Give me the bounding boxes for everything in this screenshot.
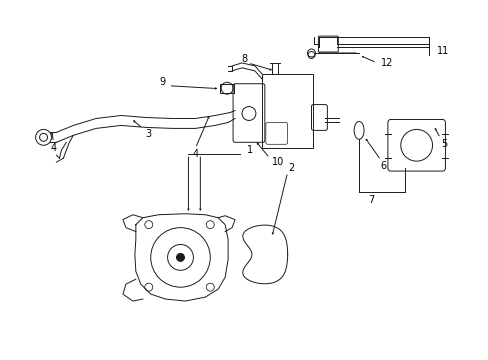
Text: 5: 5 [440,139,447,149]
Text: 9: 9 [159,77,165,87]
Text: 8: 8 [241,54,246,64]
Text: 4: 4 [192,149,198,159]
Text: 2: 2 [288,163,294,173]
Text: 10: 10 [271,157,284,167]
Text: 4: 4 [50,143,57,153]
Text: 1: 1 [246,145,252,155]
Circle shape [176,253,184,261]
Text: 11: 11 [436,46,448,56]
Text: 6: 6 [380,161,386,171]
Text: 7: 7 [367,195,373,205]
Text: 12: 12 [380,58,392,68]
Text: 3: 3 [145,129,151,139]
